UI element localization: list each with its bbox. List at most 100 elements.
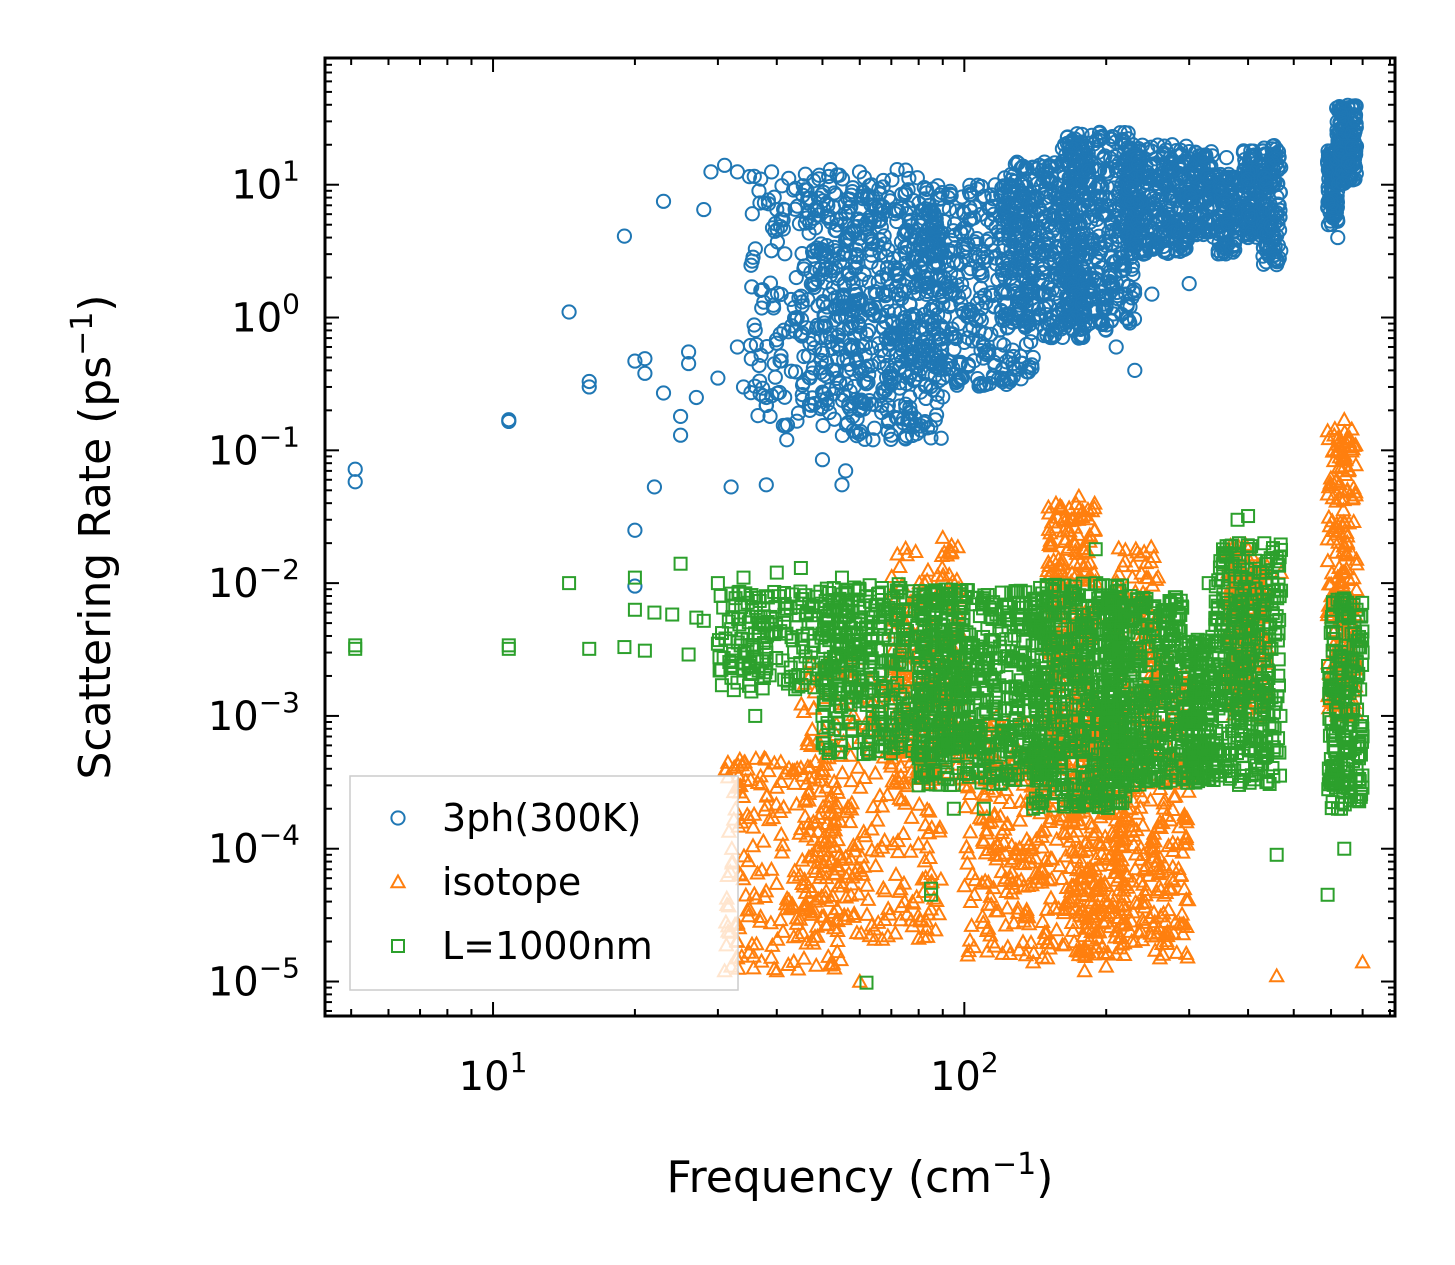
circle-point — [1197, 150, 1213, 167]
circle-point — [774, 178, 790, 194]
circle-point — [1183, 154, 1199, 170]
circle-point — [897, 239, 913, 255]
circle-point — [646, 479, 663, 495]
circle-point — [1187, 169, 1203, 185]
circle-point — [912, 218, 928, 234]
circle-point — [956, 284, 972, 300]
circle-point — [875, 285, 891, 301]
circle-point — [945, 254, 962, 270]
circle-point — [1064, 258, 1080, 275]
circle-point — [842, 401, 858, 417]
circle-point — [1002, 228, 1018, 245]
circle-point — [968, 253, 984, 269]
circle-point — [802, 190, 818, 206]
circle-point — [1038, 297, 1054, 313]
circle-point — [744, 206, 760, 222]
circle-point — [1016, 263, 1032, 279]
circle-point — [852, 360, 868, 376]
circle-point — [913, 422, 929, 438]
circle-point — [853, 272, 869, 288]
circle-point — [999, 202, 1015, 218]
circle-point — [1240, 171, 1256, 187]
circle-point — [637, 365, 653, 381]
circle-point — [1024, 357, 1040, 373]
circle-point — [1142, 168, 1159, 184]
circle-point — [1066, 310, 1083, 326]
circle-point — [688, 389, 704, 406]
circle-point — [1098, 322, 1114, 338]
circle-point — [881, 368, 898, 384]
circle-point — [897, 364, 913, 380]
circle-point — [771, 384, 788, 401]
circle-point — [1054, 260, 1071, 277]
circle-point — [819, 299, 835, 315]
circle-point — [978, 346, 995, 363]
circle-point — [954, 369, 971, 386]
circle-point — [637, 351, 653, 367]
circle-point — [1108, 339, 1124, 355]
circle-point — [1152, 180, 1168, 197]
circle-point — [1059, 129, 1075, 146]
circle-point — [1062, 139, 1078, 155]
circle-point — [834, 427, 851, 443]
circle-point — [795, 375, 812, 391]
circle-point — [1243, 209, 1259, 225]
circle-point — [1272, 184, 1288, 200]
circle-point — [846, 219, 862, 235]
circle-point — [813, 352, 829, 369]
circle-point — [810, 298, 826, 314]
circle-point — [1258, 254, 1274, 270]
circle-point — [655, 193, 672, 209]
circle-point — [847, 260, 863, 277]
circle-point — [1267, 206, 1284, 223]
circle-point — [971, 249, 987, 265]
circle-point — [943, 296, 959, 313]
circle-point — [909, 426, 925, 442]
circle-point — [971, 333, 987, 349]
circle-point — [1213, 181, 1229, 197]
circle-point — [616, 228, 633, 244]
circle-point — [581, 379, 597, 395]
circle-point — [581, 373, 597, 390]
circle-point — [710, 370, 726, 386]
circle-point — [1035, 247, 1051, 263]
circle-point — [777, 202, 793, 218]
circle-point — [783, 363, 799, 379]
circle-point — [747, 322, 763, 338]
circle-point — [1026, 229, 1042, 245]
circle-point — [1104, 154, 1121, 170]
circle-point — [1046, 204, 1062, 220]
circle-point — [847, 254, 863, 270]
circle-point — [836, 352, 852, 368]
circle-point — [935, 389, 951, 405]
circle-point — [863, 212, 879, 228]
circle-point — [1320, 194, 1336, 210]
circle-point — [927, 248, 943, 264]
circle-point — [919, 337, 935, 354]
circle-point — [814, 384, 831, 400]
circle-point — [791, 290, 807, 306]
circle-point — [851, 400, 868, 417]
circle-point — [1009, 307, 1026, 323]
circle-point — [751, 373, 768, 389]
circle-point — [861, 322, 877, 339]
circle-point — [901, 404, 918, 420]
circle-point — [1036, 327, 1052, 344]
circle-point — [852, 365, 868, 381]
circle-point — [927, 333, 943, 349]
circle-point — [880, 423, 896, 439]
circle-point — [1172, 161, 1188, 178]
circle-point — [923, 430, 939, 446]
circle-point — [1224, 241, 1240, 257]
circle-point — [747, 241, 763, 257]
circle-point — [1240, 229, 1256, 245]
circle-point — [882, 283, 899, 300]
circle-point — [871, 197, 888, 214]
circle-point — [681, 344, 697, 360]
circle-point — [1009, 154, 1025, 170]
circle-point — [799, 320, 815, 336]
circle-point — [1075, 186, 1091, 202]
circle-point — [1155, 213, 1171, 229]
circle-point — [933, 430, 949, 446]
circle-point — [775, 221, 791, 237]
